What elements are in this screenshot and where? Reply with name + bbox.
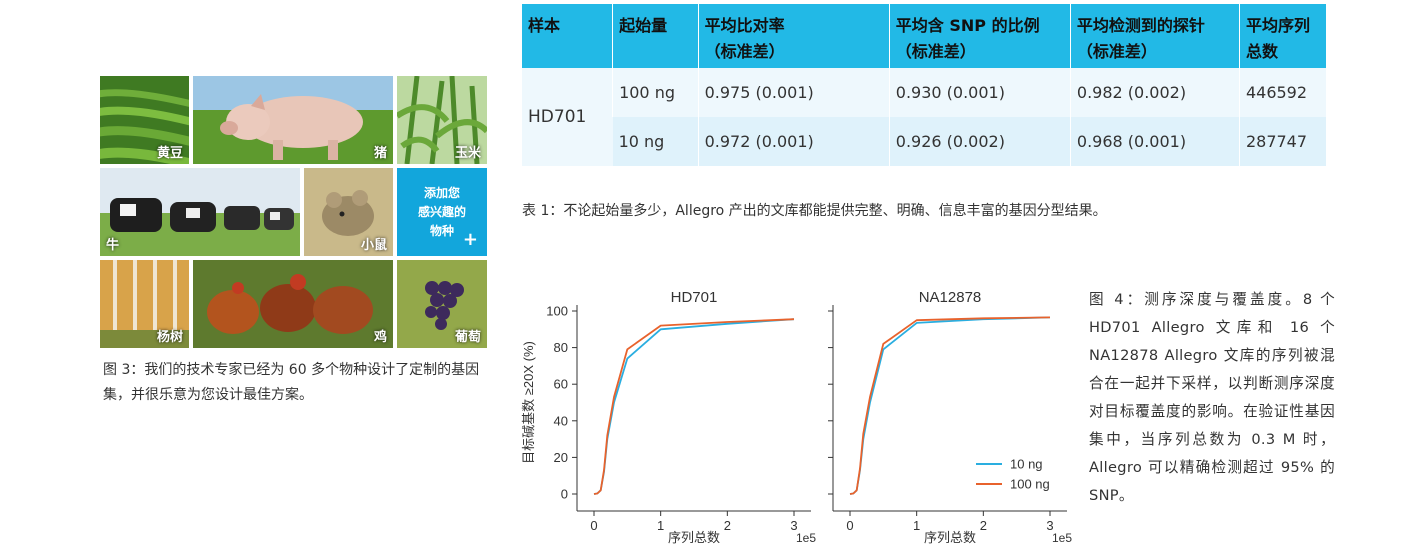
header-mapping-rate: 平均比对率 （标准差） [697, 4, 890, 68]
table-header-row: 样本 起始量 平均比对率 （标准差） 平均含 SNP 的比例 （标准差） 平均检… [522, 4, 1326, 68]
mouse-photo: 小鼠 [304, 168, 393, 256]
chicken-photo: 鸡 [193, 260, 393, 348]
chicken-label: 鸡 [373, 330, 387, 345]
panel1-y-tick-label: 80 [554, 340, 568, 355]
total-cell: 287747 [1238, 117, 1326, 166]
probes-cell: 0.968 (0.001) [1069, 117, 1240, 166]
plus-icon: + [462, 229, 478, 250]
panel1-y-tick-label: 60 [554, 377, 568, 392]
poplar-photo: 杨树 [100, 260, 189, 348]
genotyping-results-table: 样本 起始量 平均比对率 （标准差） 平均含 SNP 的比例 （标准差） 平均检… [522, 4, 1326, 166]
table-1-caption: 表 1：不论起始量多少，Allegro 产出的文库都能提供完整、明确、信息丰富的… [522, 203, 1107, 219]
panel2-chart-title: NA12878 [919, 289, 982, 306]
add-species-tile: 添加您 感兴趣的 物种 + [397, 168, 487, 256]
corn-label: 玉米 [454, 146, 481, 161]
panel2-x-tick-label: 1 [913, 518, 920, 533]
figure-4-caption: 图 4：测序深度与覆盖度。8 个 HD701 Allegro 文库和 16 个 … [1089, 291, 1335, 504]
panel2-x-multiplier-label: 1e5 [1052, 531, 1072, 545]
sample-cell: HD701 [522, 68, 613, 166]
panel1-x-tick-label: 1 [657, 518, 664, 533]
panel1-x-axis-label: 序列总数 [668, 530, 720, 545]
mapping-cell: 0.975 (0.001) [697, 68, 890, 117]
header-input-amount: 起始量 [612, 4, 699, 68]
soybean-photo: 黄豆 [100, 76, 189, 164]
panel1-y-tick-label: 100 [546, 304, 568, 319]
probes-cell: 0.982 (0.002) [1069, 68, 1240, 117]
panel1-x-multiplier-label: 1e5 [796, 531, 816, 545]
panel2-series-line-100ng [849, 316, 1051, 495]
panel1-y-axis-label: 目标碱基数 ≥20X (%) [521, 341, 536, 464]
amount-cell: 100 ng [612, 68, 699, 117]
cattle-photo: 牛 [100, 168, 300, 256]
panel2-legend-label: 100 ng [1010, 477, 1050, 492]
table-row: HD701 100 ng 0.975 (0.001) 0.930 (0.001)… [522, 68, 1326, 166]
cattle-label: 牛 [106, 238, 120, 253]
snp-cell: 0.930 (0.001) [888, 68, 1071, 117]
poplar-label: 杨树 [156, 330, 183, 345]
panel1-chart-title: HD701 [671, 289, 718, 306]
mapping-cell: 0.972 (0.001) [697, 117, 890, 166]
panel1-x-tick-label: 0 [590, 518, 597, 533]
panel2-x-tick-label: 2 [980, 518, 987, 533]
header-total-reads: 平均序列 总数 [1238, 4, 1326, 68]
mouse-label: 小鼠 [360, 238, 387, 253]
panel1-y-tick-label: 40 [554, 413, 568, 428]
panel2-x-tick-label: 0 [846, 518, 853, 533]
total-cell: 446592 [1238, 68, 1326, 117]
header-snp-fraction: 平均含 SNP 的比例 （标准差） [888, 4, 1071, 68]
species-photo-grid: 黄豆 猪 玉米 [100, 76, 487, 348]
pig-label: 猪 [373, 146, 387, 161]
panel2-x-axis-label: 序列总数 [924, 530, 976, 545]
pig-photo: 猪 [193, 76, 393, 164]
header-probes-detected: 平均检测到的探针 （标准差） [1069, 4, 1240, 68]
panel2-x-tick-label: 3 [1046, 518, 1053, 533]
panel1-series-line-10ng [593, 318, 795, 495]
panel2-legend-label: 10 ng [1010, 457, 1043, 472]
header-sample: 样本 [522, 4, 613, 68]
soybean-label: 黄豆 [156, 146, 183, 161]
figure-3-caption: 图 3：我们的技术专家已经为 60 多个物种设计了定制的基因集，并很乐意为您设计… [103, 362, 480, 403]
grape-label: 葡萄 [454, 330, 481, 345]
add-species-text: 添加您 感兴趣的 物种 [417, 186, 466, 238]
panel1-y-tick-label: 20 [554, 450, 568, 465]
amount-cell: 10 ng [612, 117, 699, 166]
panel1-series-line-100ng [593, 318, 795, 495]
panel1-x-tick-label: 2 [724, 518, 731, 533]
panel1-x-tick-label: 3 [790, 518, 797, 533]
corn-photo: 玉米 [397, 76, 487, 164]
table-row: 10 ng 0.972 (0.001) 0.926 (0.002) 0.968 … [522, 117, 1326, 166]
snp-cell: 0.926 (0.002) [888, 117, 1071, 166]
grape-photo: 葡萄 [397, 260, 487, 348]
panel1-y-tick-label: 0 [561, 487, 568, 502]
